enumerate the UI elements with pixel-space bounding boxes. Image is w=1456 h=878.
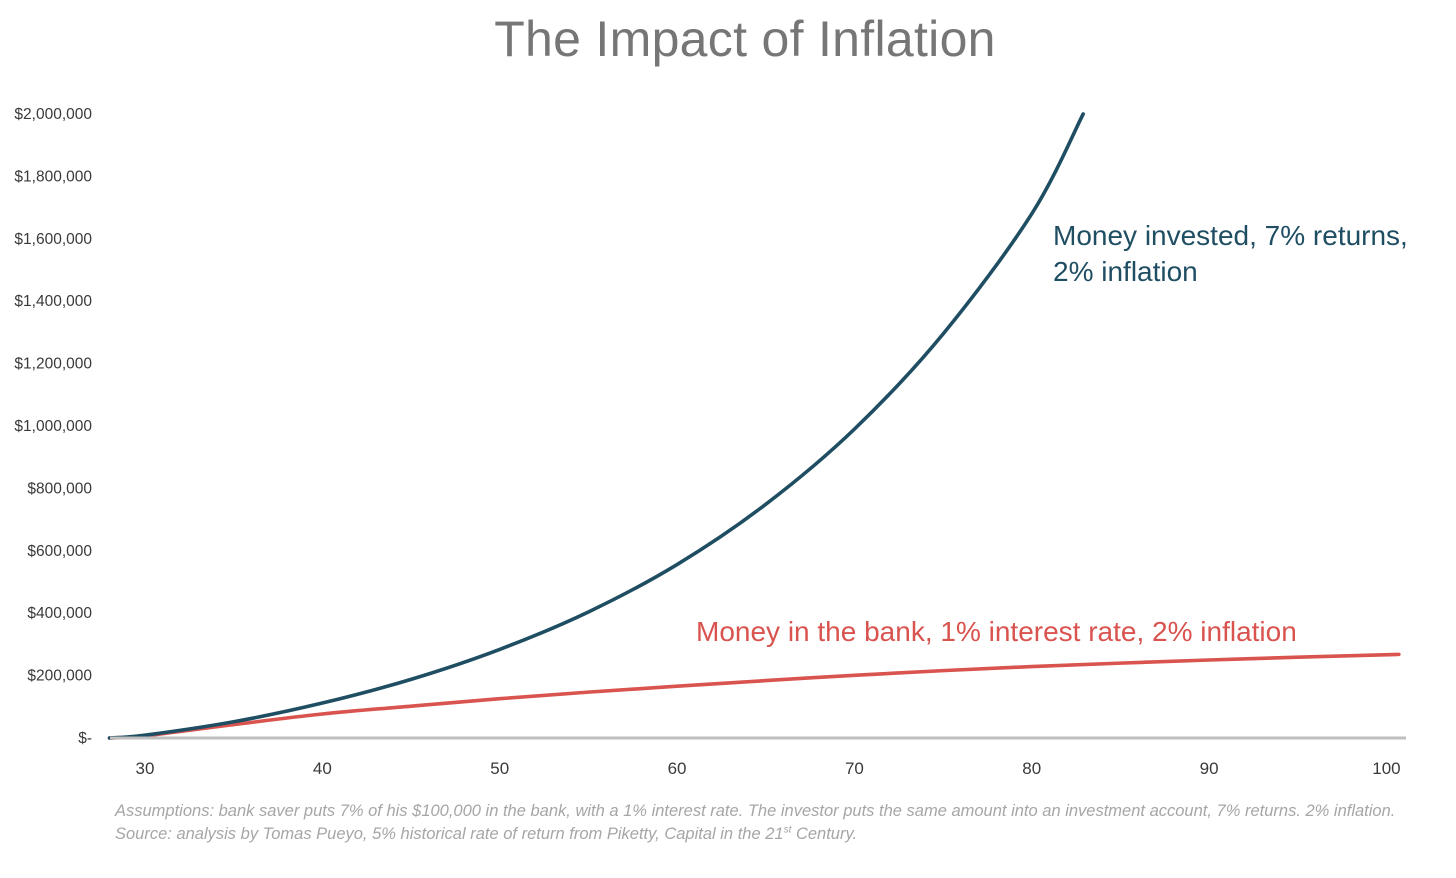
y-tick-label: $600,000	[27, 543, 92, 560]
y-tick-label: $1,200,000	[14, 356, 92, 373]
x-tick-label: 90	[1200, 759, 1219, 778]
y-axis-ticks: $- $200,000 $400,000 $600,000 $800,000 $1,000…	[14, 106, 92, 747]
y-tick-label: $200,000	[27, 668, 92, 685]
x-tick-label: 60	[668, 759, 687, 778]
chart-title: The Impact of Inflation	[494, 11, 996, 67]
x-tick-label: 30	[136, 759, 155, 778]
y-tick-label: $2,000,000	[14, 106, 92, 123]
x-tick-label: 80	[1022, 759, 1041, 778]
x-tick-label: 70	[845, 759, 864, 778]
footnote-source: Source: analysis by Tomas Pueyo, 5% hist…	[115, 824, 858, 843]
footnote-assumptions: Assumptions: bank saver puts 7% of his $…	[115, 802, 1396, 820]
footnote-superscript: st	[783, 824, 792, 836]
y-tick-label: $1,000,000	[14, 418, 92, 435]
series-labels: Money invested, 7% returns, 2% inflation M…	[696, 220, 1408, 647]
y-tick-label: $1,800,000	[14, 168, 92, 185]
footnote: Assumptions: bank saver puts 7% of his $…	[115, 800, 1405, 846]
y-tick-label: $1,400,000	[14, 293, 92, 310]
invested-series-line	[107, 112, 1085, 740]
y-tick-label: $400,000	[27, 605, 92, 622]
y-tick-label: $-	[78, 730, 92, 747]
x-tick-label: 40	[313, 759, 332, 778]
bank-series-line	[107, 652, 1401, 740]
invested-series-label: Money invested, 7% returns,	[1053, 220, 1408, 251]
y-tick-label: $1,600,000	[14, 231, 92, 248]
x-axis-ticks: 30 40 50 60 70 80 90 100	[136, 759, 1401, 778]
bank-series-label: Money in the bank, 1% interest rate, 2% …	[696, 616, 1297, 647]
x-tick-label: 100	[1372, 759, 1400, 778]
invested-series-label: 2% inflation	[1053, 256, 1198, 287]
series-lines	[107, 112, 1401, 740]
x-tick-label: 50	[490, 759, 509, 778]
y-tick-label: $800,000	[27, 480, 92, 497]
